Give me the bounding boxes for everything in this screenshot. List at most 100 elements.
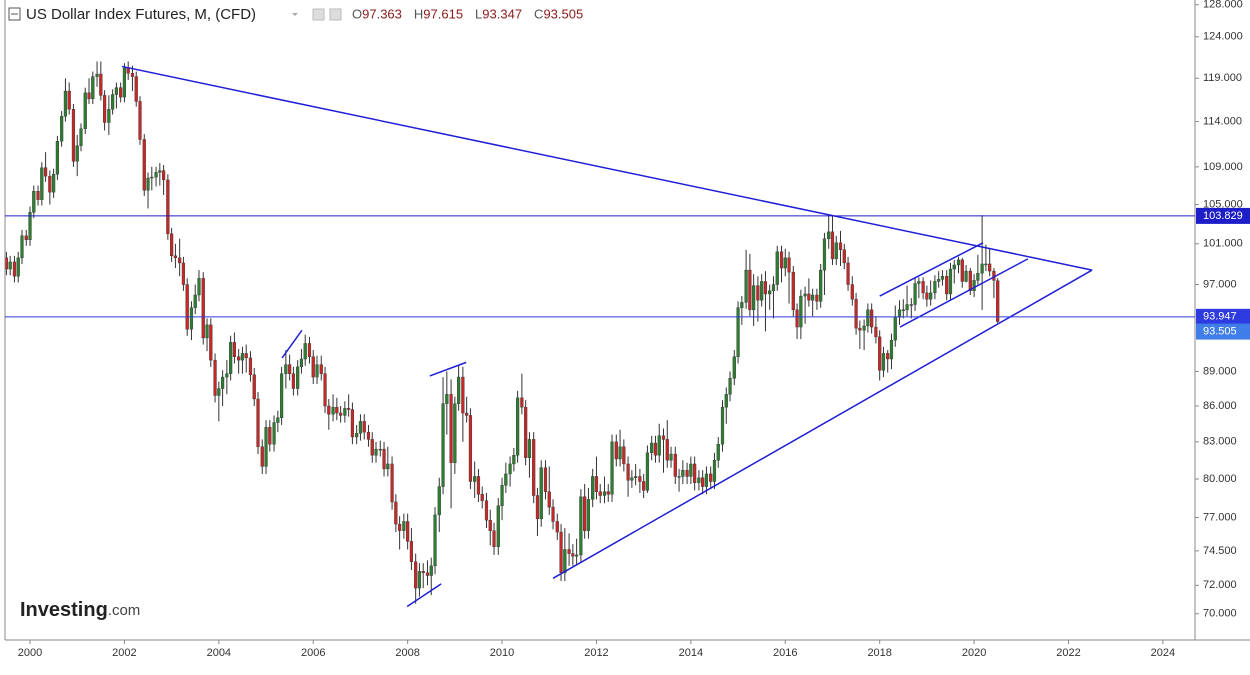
x-tick-label: 2000 — [18, 647, 42, 659]
candle-body — [598, 491, 602, 496]
candle-body — [779, 251, 784, 269]
candle-body — [414, 561, 418, 589]
candle-body — [95, 73, 99, 77]
candle-body — [653, 442, 658, 456]
trend-line — [552, 269, 1093, 579]
candle-body — [539, 467, 543, 520]
candle-body — [55, 141, 59, 175]
candle-body — [976, 272, 980, 281]
y-tick-label: 128.000 — [1203, 0, 1243, 11]
candle-body — [350, 409, 355, 438]
x-tick-label: 2024 — [1151, 647, 1175, 659]
candle-body — [83, 92, 87, 129]
candle-body — [437, 486, 441, 516]
candle-body — [905, 304, 909, 311]
candle-body — [158, 170, 162, 173]
candle-body — [893, 317, 897, 341]
candle-body — [815, 294, 819, 302]
ohlc-legend: O 97.363 H 97.615 L 93.347 C 93.505 — [352, 6, 583, 21]
candle-body — [181, 262, 186, 285]
candle-body — [358, 421, 363, 434]
y-tick-label: 105.000 — [1203, 198, 1243, 210]
candle-body — [229, 342, 233, 374]
candle-body — [111, 94, 115, 110]
candle-body — [516, 397, 520, 456]
x-tick-label: 2004 — [207, 647, 231, 659]
candle-body — [527, 439, 532, 458]
candle-body — [307, 343, 312, 357]
y-tick-label: 119.000 — [1203, 72, 1242, 84]
candle-body — [170, 233, 174, 257]
candle-body — [673, 453, 677, 477]
dropdown-caret[interactable] — [292, 13, 298, 16]
candle-body — [964, 270, 968, 282]
candle-body — [402, 521, 406, 531]
candle-body — [748, 269, 752, 311]
y-tick-label: 83.000 — [1203, 436, 1237, 448]
candle-body — [594, 476, 599, 492]
candle-body — [299, 358, 304, 368]
candle-body — [618, 446, 622, 460]
candle-body — [461, 376, 465, 414]
candle-body — [897, 309, 902, 318]
candle-body — [122, 67, 127, 98]
candle-body — [362, 421, 366, 433]
candle-body — [669, 453, 673, 461]
candle-body — [445, 394, 449, 404]
candle-body — [881, 353, 886, 371]
candle-body — [288, 364, 292, 374]
candle-body — [221, 376, 225, 389]
visibility-icon[interactable] — [329, 8, 342, 21]
candle-body — [256, 398, 260, 447]
candle-body — [532, 439, 536, 496]
candle-body — [492, 530, 496, 547]
candle-body — [744, 269, 748, 303]
candle-body — [791, 271, 795, 311]
candle-body — [909, 304, 913, 306]
candle-body — [575, 554, 579, 557]
x-tick-label: 2022 — [1056, 647, 1080, 659]
candle-body — [468, 415, 473, 482]
candle-body — [166, 179, 170, 235]
candle-body — [984, 263, 988, 266]
y-tick-label: 74.500 — [1203, 545, 1237, 557]
candle-body — [650, 442, 654, 454]
candle-body — [205, 324, 209, 339]
candle-body — [712, 460, 717, 482]
candle-body — [268, 427, 272, 445]
ohlc-value: 93.505 — [543, 6, 583, 21]
candle-body — [720, 406, 725, 445]
candle-body — [484, 500, 489, 521]
last-price-box — [1196, 323, 1250, 340]
candle-body — [626, 463, 630, 481]
candle-body — [126, 67, 130, 74]
candle-body — [189, 307, 194, 330]
y-tick-label: 89.000 — [1203, 365, 1237, 377]
candle-body — [32, 191, 36, 213]
candle-body — [701, 477, 705, 487]
candle-body — [197, 278, 201, 296]
watermark: Investing.com — [20, 599, 140, 621]
candle-body — [768, 290, 772, 295]
candle-body — [217, 388, 221, 396]
y-tick-label: 114.000 — [1203, 116, 1242, 128]
candle-body — [213, 359, 217, 396]
candle-body — [406, 521, 410, 542]
settings-icon[interactable] — [312, 8, 325, 21]
candle-body — [921, 281, 925, 294]
ohlc-value: 97.615 — [423, 6, 463, 21]
candle-body — [296, 366, 300, 389]
candle-body — [20, 235, 24, 259]
candle-body — [421, 571, 425, 573]
candle-body — [842, 249, 846, 264]
candle-body — [276, 417, 280, 423]
ohlc-value: 97.363 — [362, 6, 402, 21]
collapse-icon[interactable] — [8, 7, 21, 21]
candle-body — [925, 292, 929, 300]
candle-body — [606, 491, 610, 495]
candle-body — [657, 435, 661, 456]
candle-body — [240, 353, 245, 361]
watermark-brand: Investing — [20, 599, 108, 621]
candle-body — [972, 280, 976, 292]
